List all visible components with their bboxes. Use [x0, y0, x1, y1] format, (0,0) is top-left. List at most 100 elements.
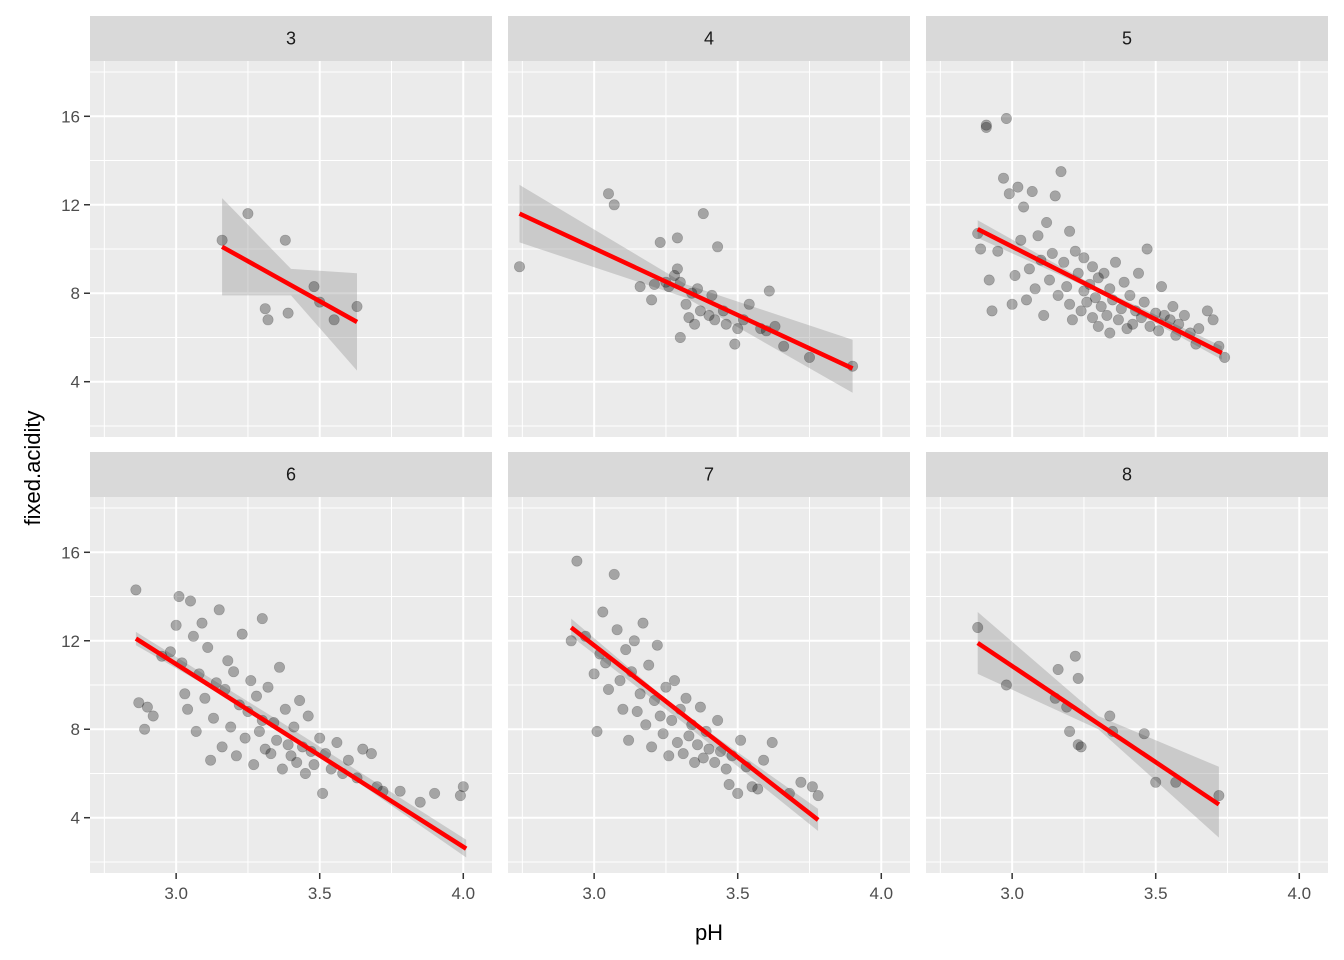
data-point	[1141, 243, 1153, 255]
data-point	[276, 763, 288, 775]
data-point	[317, 787, 329, 799]
facet-panel-4: 4	[508, 16, 910, 437]
data-point	[671, 232, 683, 244]
data-point	[668, 269, 680, 281]
facet-panel-8: 8	[926, 452, 1328, 873]
data-point	[394, 785, 406, 797]
data-point	[308, 281, 320, 293]
data-point	[1012, 181, 1024, 193]
data-point	[314, 732, 326, 744]
data-point	[689, 756, 701, 768]
facet-panel-3: 3	[90, 16, 492, 437]
facet-strip-label: 3	[286, 29, 296, 49]
data-point	[205, 754, 217, 766]
data-point	[975, 243, 987, 255]
data-point	[720, 763, 732, 775]
data-point	[251, 690, 263, 702]
data-point	[1020, 294, 1032, 306]
data-point	[248, 759, 260, 771]
data-point	[1138, 728, 1150, 740]
data-point	[668, 675, 680, 687]
data-point	[1219, 351, 1231, 363]
data-point	[216, 741, 228, 753]
data-point	[1049, 190, 1061, 202]
data-point	[1095, 300, 1107, 312]
data-point	[1075, 305, 1087, 317]
data-point	[1078, 252, 1090, 264]
data-point	[743, 298, 755, 310]
data-point	[972, 621, 984, 633]
data-point	[1213, 790, 1225, 802]
data-point	[980, 121, 992, 133]
data-point	[429, 787, 441, 799]
data-point	[259, 303, 271, 315]
data-point	[279, 234, 291, 246]
data-point	[299, 767, 311, 779]
data-point	[1138, 296, 1150, 308]
data-point	[620, 644, 632, 656]
data-point	[671, 263, 683, 275]
data-point	[147, 710, 159, 722]
facet-panel-6: 6	[90, 452, 492, 873]
data-point	[457, 781, 469, 793]
data-point	[265, 748, 277, 760]
data-point	[271, 734, 283, 746]
data-point	[279, 703, 291, 715]
data-point	[1104, 710, 1116, 722]
data-point	[133, 697, 145, 709]
regression-line	[976, 227, 1223, 355]
data-point	[262, 314, 274, 326]
data-point	[262, 681, 274, 693]
data-point	[654, 710, 666, 722]
data-point	[1009, 269, 1021, 281]
data-point	[190, 725, 202, 737]
y-tick-label: 4	[71, 373, 80, 392]
data-point	[732, 323, 744, 335]
data-point	[571, 555, 583, 567]
data-point	[1101, 309, 1113, 321]
data-point	[1127, 318, 1139, 330]
data-point	[1032, 230, 1044, 242]
data-point	[654, 236, 666, 248]
data-point	[712, 714, 724, 726]
data-point	[1023, 263, 1035, 275]
data-point	[646, 741, 658, 753]
data-point	[697, 752, 709, 764]
data-point	[1038, 309, 1050, 321]
axes: 4 8 12 16 4 8 12 16 3.0 3.5 4.0 3.0 3.5 4.0 3.0 3.5 4.0	[61, 107, 1311, 903]
facet-strip-label: 8	[1122, 465, 1132, 485]
data-point	[634, 688, 646, 700]
data-point	[648, 694, 660, 706]
data-point	[634, 281, 646, 293]
data-point	[806, 781, 818, 793]
data-point	[1092, 320, 1104, 332]
data-point	[357, 743, 369, 755]
data-point	[202, 641, 214, 653]
data-point	[1000, 679, 1012, 691]
data-point	[141, 701, 153, 713]
data-point	[1000, 113, 1012, 125]
data-point	[230, 750, 242, 762]
data-point	[628, 635, 640, 647]
data-point	[208, 712, 220, 724]
data-point	[637, 617, 649, 629]
regression-line	[518, 211, 854, 371]
data-point	[723, 778, 735, 790]
data-point	[689, 318, 701, 330]
data-point	[256, 613, 268, 625]
data-point	[302, 710, 314, 722]
data-point	[1104, 327, 1116, 339]
data-point	[617, 703, 629, 715]
data-point	[282, 307, 294, 319]
x-tick-label: 4.0	[1287, 884, 1311, 903]
facet-panels: 3 4 5 6 7 8	[90, 16, 1328, 873]
data-point	[680, 692, 692, 704]
data-point	[1133, 267, 1145, 279]
data-point	[1006, 298, 1018, 310]
facet-strip	[926, 452, 1328, 497]
x-tick-label: 3.0	[582, 884, 606, 903]
data-point	[1072, 672, 1084, 684]
data-point	[986, 305, 998, 317]
data-point	[778, 340, 790, 352]
